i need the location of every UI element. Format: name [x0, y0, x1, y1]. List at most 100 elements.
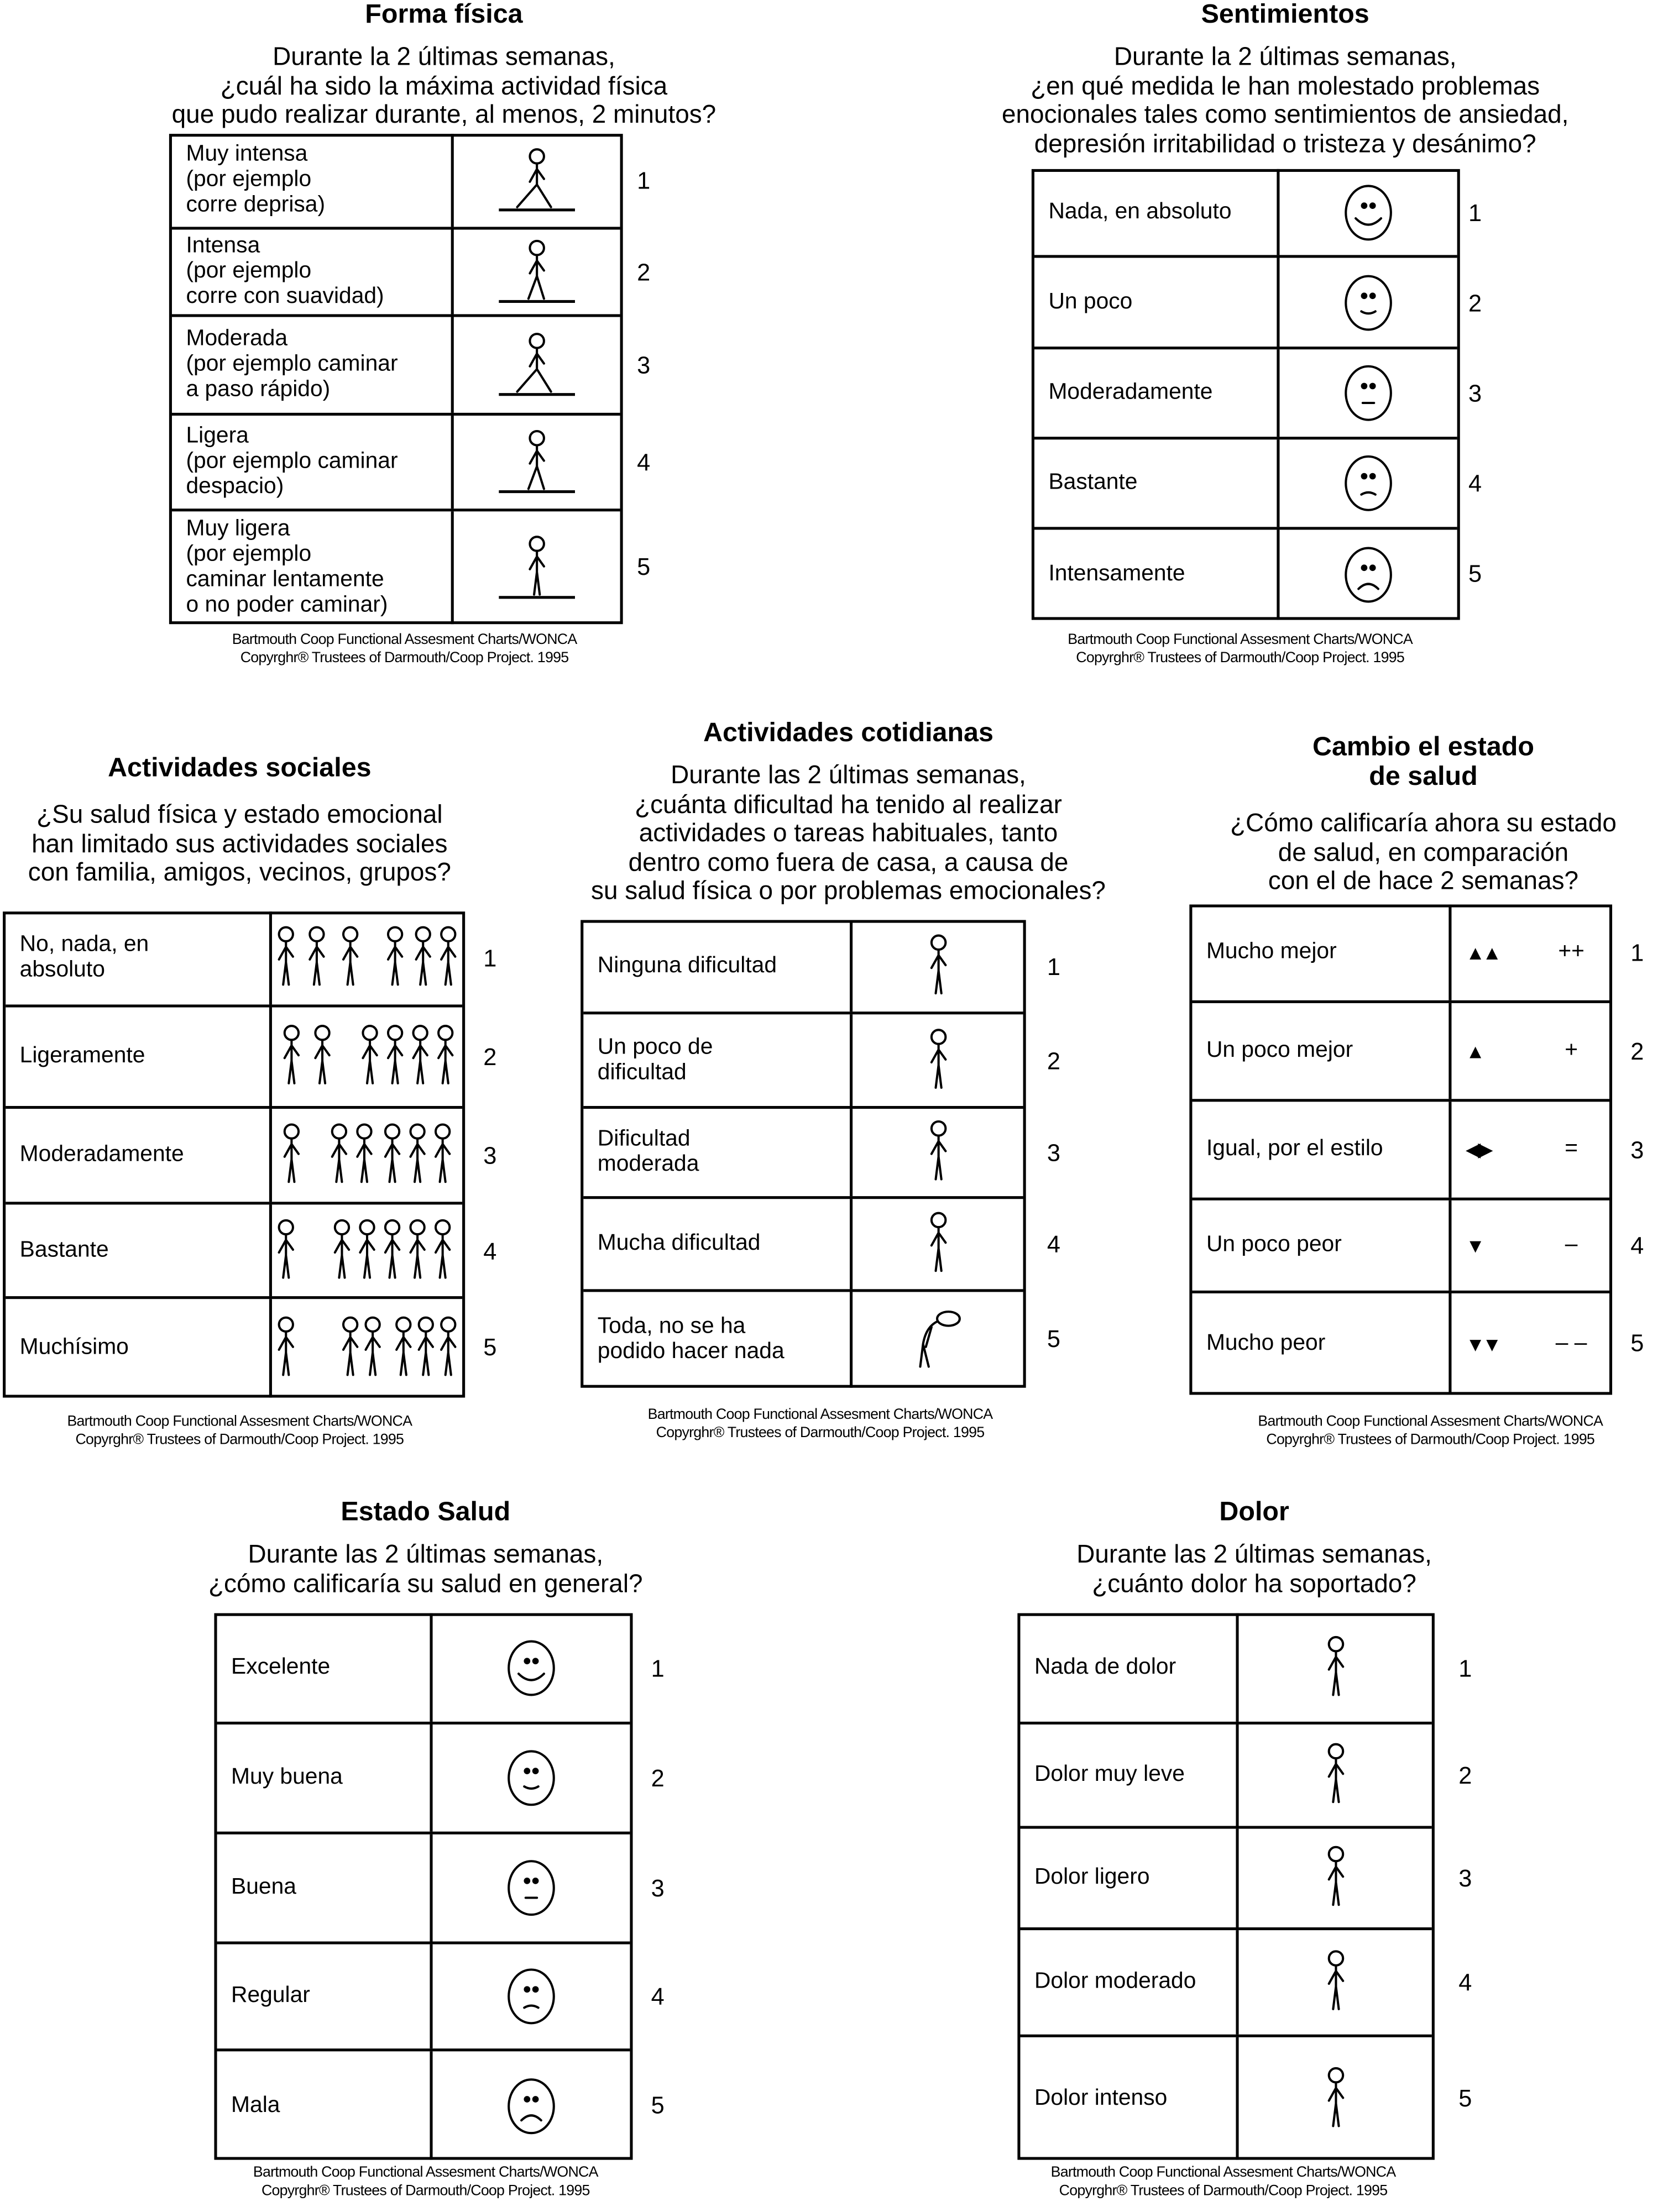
response-table: Muy intensa (por ejemplo corre deprisa) Int… [169, 134, 623, 625]
arrows-up-2-icon: ▲▲ ++ [1451, 904, 1609, 1000]
response-option[interactable]: Excelente [217, 1613, 630, 1724]
response-option[interactable]: Muchísimo [6, 1299, 462, 1398]
response-option[interactable]: Un poco peor ▼ – [1192, 1200, 1609, 1293]
option-label-line: corre con suavidad) [186, 284, 384, 309]
pain-intense-icon [1239, 2037, 1432, 2160]
response-option[interactable]: No, nada, en absoluto [6, 911, 463, 1008]
option-score: 2 [483, 1044, 497, 1071]
option-label-line: Ninguna dificultad [597, 953, 777, 977]
person-happy-icon [853, 920, 1023, 1011]
person-neutral-icon [853, 1109, 1023, 1196]
response-option[interactable]: Mala [217, 2051, 630, 2160]
title-line: Estado Salud [341, 1497, 511, 1528]
response-option[interactable]: Mucha dificultad [583, 1199, 1023, 1292]
response-option[interactable]: Ninguna dificultad [583, 920, 1023, 1015]
panel-question: Durante las 2 últimas semanas, ¿cómo cali… [208, 1540, 643, 1598]
panel-question: Durante la 2 últimas semanas, ¿cuál ha si… [172, 42, 717, 129]
column-divider [451, 134, 454, 227]
title-line: de salud [1369, 762, 1478, 792]
option-label-line: Excelente [231, 1654, 331, 1679]
option-label: Muy buena [231, 1724, 343, 1832]
response-option[interactable]: Muy ligera (por ejemplo caminar lentamente… [172, 511, 620, 625]
response-option[interactable]: Muy buena [217, 1724, 630, 1834]
face-5-icon [1279, 530, 1457, 620]
option-label-line: Dolor ligero [1034, 1865, 1150, 1890]
response-option[interactable]: Dificultad moderada [583, 1109, 1023, 1199]
standing-icon [454, 511, 620, 624]
option-score: 1 [637, 167, 651, 195]
question-line: con el de hace 2 semanas? [1268, 866, 1579, 895]
column-divider [1448, 1200, 1452, 1291]
response-option[interactable]: Dolor ligero [1020, 1828, 1432, 1931]
runner-fast-icon [454, 134, 620, 227]
column-divider [430, 1724, 433, 1832]
option-label: Mucha dificultad [598, 1199, 761, 1289]
response-option[interactable]: Nada, en absoluto [1034, 169, 1457, 258]
panel-title: Cambio el estado de salud [1312, 732, 1534, 792]
column-divider [850, 1292, 853, 1388]
arrows-down-2-icon: ▼▼ – – [1451, 1293, 1609, 1395]
option-score: 1 [1468, 199, 1482, 227]
response-option[interactable]: Dolor muy leve [1020, 1724, 1432, 1829]
option-label-line: Un poco peor [1206, 1233, 1342, 1257]
response-option[interactable]: Mucho mejor ▲▲ ++ [1192, 904, 1609, 1003]
response-option[interactable]: Muy intensa (por ejemplo corre deprisa) [171, 134, 620, 230]
option-score: 2 [1047, 1047, 1061, 1074]
response-option[interactable]: Dolor moderado [1020, 1930, 1432, 2037]
response-option[interactable]: Bastante [1034, 439, 1457, 530]
copyright-footer: Bartmouth Coop Functional Assesment Char… [67, 1413, 412, 1450]
column-divider [269, 911, 272, 1005]
response-option[interactable]: Un poco mejor ▲ + [1192, 1003, 1609, 1102]
response-option[interactable]: Intensa (por ejemplo corre con suavidad) [171, 229, 620, 317]
response-option[interactable]: Nada de dolor [1020, 1613, 1432, 1724]
response-option[interactable]: Toda, no se ha podido hacer nada [583, 1292, 1023, 1388]
footer-line-1: Bartmouth Coop Functional Assesment Char… [1050, 2164, 1397, 2181]
footer-line-1: Bartmouth Coop Functional Assesment Char… [1258, 1413, 1603, 1430]
option-label: Muchísimo [20, 1299, 129, 1397]
panel-question: Durante la 2 últimas semanas, ¿en qué med… [1002, 42, 1568, 158]
option-label: Bastante [20, 1204, 109, 1296]
response-option[interactable]: Igual, por el estilo ◀▶ = [1192, 1102, 1609, 1201]
response-option[interactable]: Regular [217, 1944, 630, 2052]
option-label: Dolor moderado [1034, 1930, 1196, 2035]
person-sad-icon [853, 1199, 1023, 1289]
column-divider [1236, 2037, 1239, 2160]
copyright-footer: Bartmouth Coop Functional Assesment Char… [1068, 631, 1413, 668]
option-label-line: (por ejemplo [186, 167, 312, 192]
response-option[interactable]: Mucho peor ▼▼ – – [1192, 1293, 1609, 1395]
option-label-line: Nada de dolor [1034, 1654, 1176, 1679]
option-label: Un poco peor [1206, 1201, 1342, 1291]
walker-slow-icon [454, 416, 620, 509]
response-option[interactable]: Intensamente [1034, 530, 1457, 620]
footer-line-2: Copyrghr® Trustees of Darmouth/Coop Proj… [656, 1424, 985, 1442]
option-label: Dolor intenso [1034, 2037, 1167, 2160]
footer-line-1: Bartmouth Coop Functional Assesment Char… [647, 1406, 993, 1423]
panel-question: ¿Su salud física y estado emocional han l… [28, 800, 451, 887]
question-line: ¿Cómo calificaría ahora su estado [1230, 809, 1617, 837]
response-option[interactable]: Un poco [1034, 258, 1457, 350]
response-option[interactable]: Moderadamente [1034, 349, 1457, 440]
footer-line-2: Copyrghr® Trustees of Darmouth/Coop Proj… [1059, 2182, 1388, 2199]
response-option[interactable]: Ligeramente [6, 1007, 463, 1109]
footer-line-2: Copyrghr® Trustees of Darmouth/Coop Proj… [240, 649, 569, 667]
face-2-icon [1279, 258, 1457, 347]
response-table: Nada, en absoluto Un poco Moderadamente Bas… [1031, 169, 1460, 620]
response-option[interactable]: Bastante [6, 1204, 463, 1299]
pain-moderate-icon [1239, 1930, 1432, 2035]
response-option[interactable]: Un poco de dificultad [583, 1014, 1023, 1109]
response-option[interactable]: Ligera (por ejemplo caminar despacio) [171, 415, 620, 512]
response-option[interactable]: Moderadamente [6, 1109, 463, 1205]
response-option[interactable]: Moderada (por ejemplo caminar a paso rápid… [171, 317, 620, 416]
panel-title: Sentimientos [1201, 0, 1369, 30]
response-option[interactable]: Dolor intenso [1020, 2037, 1431, 2160]
option-label: Dolor ligero [1034, 1829, 1150, 1927]
group-5-icon [272, 1299, 462, 1397]
option-score: 1 [1047, 953, 1061, 980]
question-line: dentro como fuera de casa, a causa de [628, 847, 1069, 876]
footer-line-2: Copyrghr® Trustees of Darmouth/Coop Proj… [1266, 1431, 1595, 1449]
response-option[interactable]: Buena [217, 1834, 630, 1944]
option-label: Intensamente [1048, 530, 1185, 620]
option-label-line: (por ejemplo [186, 259, 312, 284]
panel-question: Durante las 2 últimas semanas, ¿cuánta di… [591, 761, 1106, 905]
panel-question: Durante las 2 últimas semanas, ¿cuánto do… [1076, 1540, 1432, 1598]
